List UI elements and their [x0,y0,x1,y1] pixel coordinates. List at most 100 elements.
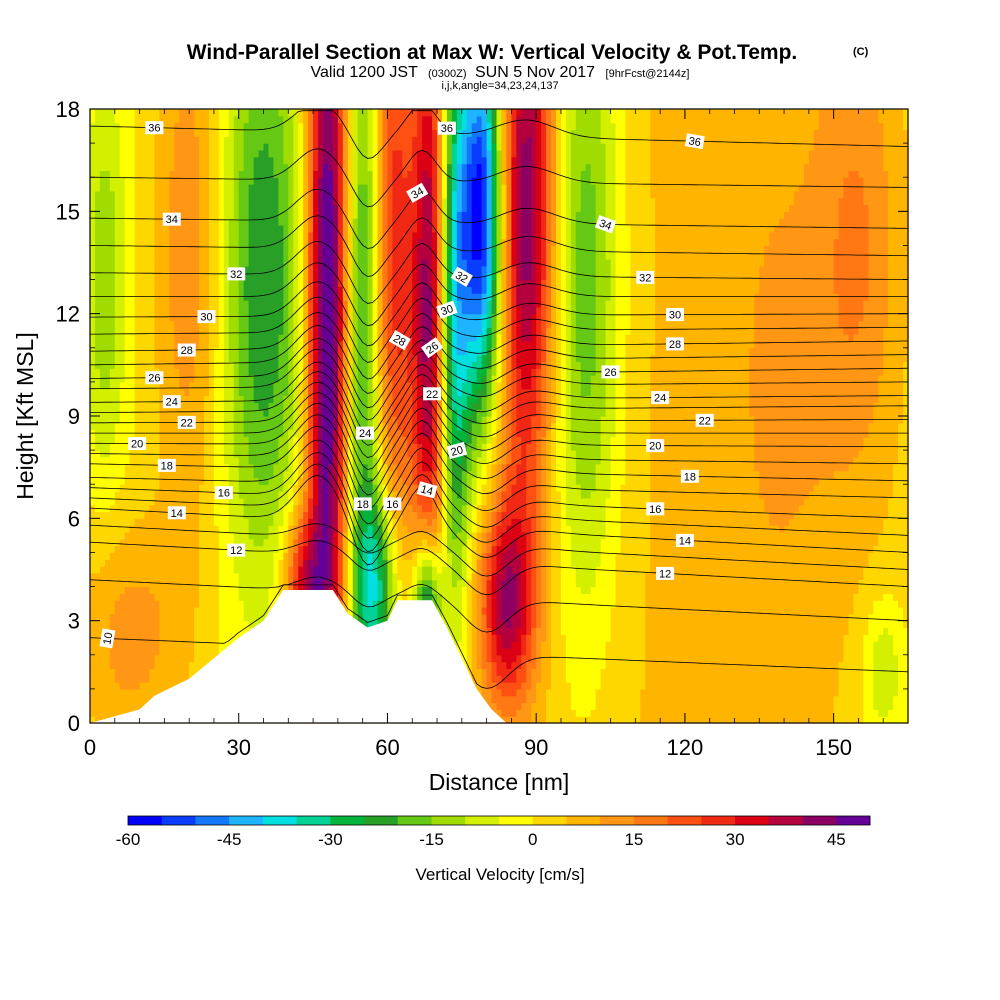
velocity-cell [184,156,190,165]
velocity-cell [194,402,200,410]
velocity-cell [169,545,175,554]
velocity-cell [248,402,255,410]
velocity-cell [154,402,161,410]
velocity-cell [169,409,175,417]
velocity-cell [99,695,106,704]
velocity-cell [308,334,314,342]
velocity-cell [357,545,364,554]
velocity-cell [159,531,165,540]
velocity-cell [327,177,334,185]
velocity-cell [337,177,344,185]
velocity-cell [337,129,344,137]
velocity-cell [90,286,96,294]
velocity-cell [352,109,359,117]
velocity-cell [179,579,185,588]
velocity-cell [104,204,111,212]
velocity-cell [253,613,260,622]
velocity-cell [323,293,329,301]
velocity-cell [189,129,195,137]
velocity-cell [303,129,309,137]
velocity-cell [253,190,260,199]
velocity-cell [164,416,170,424]
velocity-cell [263,470,270,478]
velocity-cell [104,211,111,219]
velocity-cell [218,593,225,601]
velocity-cell [308,538,314,547]
velocity-cell [213,252,220,260]
velocity-cell [94,566,101,574]
velocity-cell [179,566,185,574]
velocity-cell [104,682,111,690]
velocity-cell [332,354,339,363]
velocity-cell [199,456,205,465]
chart-title-main: Wind-Parallel Section at Max W: Vertical… [187,41,798,64]
velocity-cell [204,470,210,478]
velocity-cell [327,204,334,212]
velocity-cell [323,334,329,342]
velocity-cell [238,245,245,253]
velocity-cell [283,149,289,158]
velocity-cell [218,156,225,165]
velocity-cell [194,286,200,294]
velocity-cell [144,600,151,608]
velocity-cell [119,525,126,533]
velocity-cell [327,422,334,431]
velocity-cell [218,600,225,608]
velocity-cell [352,593,359,601]
velocity-cell [253,531,260,540]
velocity-cell [204,224,210,233]
velocity-cell [149,238,156,247]
velocity-cell [362,477,369,485]
velocity-cell [154,245,161,253]
velocity-cell [109,252,116,260]
velocity-cell [204,491,210,499]
velocity-cell [218,586,225,594]
velocity-cell [114,163,121,171]
velocity-cell [134,177,141,185]
velocity-cell [248,136,255,144]
velocity-cell [332,436,339,444]
velocity-cell [342,572,349,581]
velocity-cell [189,163,195,171]
velocity-cell [159,586,165,594]
velocity-cell [298,470,304,478]
velocity-cell [323,552,329,560]
velocity-cell [223,245,230,253]
velocity-cell [218,641,225,649]
velocity-cell [253,320,260,328]
velocity-cell [154,313,161,322]
velocity-cell [199,484,205,492]
velocity-cell [263,156,270,165]
velocity-cell [283,265,289,274]
velocity-cell [134,511,141,519]
velocity-cell [154,463,161,472]
velocity-cell [124,279,131,287]
velocity-cell [174,231,180,240]
velocity-cell [308,436,314,444]
velocity-cell [184,566,190,574]
velocity-cell [114,218,121,226]
velocity-cell [233,620,240,629]
velocity-cell [124,538,131,547]
velocity-cell [298,224,304,233]
velocity-cell [90,641,96,649]
velocity-cell [293,409,299,417]
velocity-cell [253,470,260,478]
velocity-cell [164,531,170,540]
velocity-cell [189,538,195,547]
velocity-cell [149,286,156,294]
velocity-cell [337,300,344,308]
velocity-cell [109,334,116,342]
velocity-cell [154,259,161,267]
velocity-cell [308,306,314,315]
velocity-cell [258,115,265,124]
velocity-cell [99,463,106,472]
velocity-cell [94,340,101,349]
velocity-cell [268,470,275,478]
velocity-cell [194,559,200,567]
velocity-cell [323,204,329,212]
velocity-cell [308,129,314,137]
velocity-cell [283,388,289,397]
velocity-cell [293,347,299,356]
velocity-cell [109,143,116,151]
